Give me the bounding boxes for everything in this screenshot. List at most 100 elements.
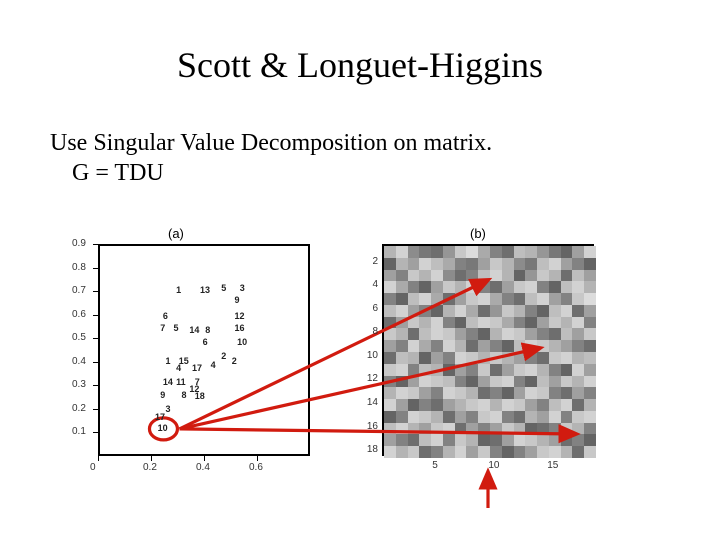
xtick-label: 0.4 xyxy=(196,462,210,473)
heatmap-cell xyxy=(525,399,537,411)
heatmap-cell xyxy=(478,293,490,305)
tick-x xyxy=(98,456,99,461)
heatmap-cell xyxy=(443,328,455,340)
heatmap-cell xyxy=(419,305,431,317)
heatmap-cell xyxy=(525,423,537,435)
heatmap-cell xyxy=(537,317,549,329)
ytick-label: 0.1 xyxy=(72,426,86,437)
heatmap-cell xyxy=(478,364,490,376)
ytick-label: 0.5 xyxy=(72,332,86,343)
heatmap-cell xyxy=(584,317,596,329)
heatmap-cell xyxy=(537,352,549,364)
heatmap-cell xyxy=(525,317,537,329)
heatmap-cell xyxy=(419,387,431,399)
heatmap-cell xyxy=(549,387,561,399)
heatmap-cell xyxy=(408,270,420,282)
heatmap-cell xyxy=(419,317,431,329)
heatmap-cell xyxy=(431,328,443,340)
heatmap-cell xyxy=(408,364,420,376)
heatmap-cell xyxy=(572,399,584,411)
heatmap-cell xyxy=(419,270,431,282)
heatmap-cell xyxy=(549,423,561,435)
heatmap-cell xyxy=(455,399,467,411)
heatmap-cell xyxy=(549,317,561,329)
heatmap-cell xyxy=(431,317,443,329)
heatmap-cell xyxy=(466,423,478,435)
heatmap-cell xyxy=(572,270,584,282)
scatter-point: 9 xyxy=(234,296,239,305)
heatmap-cell xyxy=(572,340,584,352)
scatter-point: 2 xyxy=(232,357,237,366)
scatter-point: 10 xyxy=(237,338,247,347)
heatmap-cell xyxy=(455,317,467,329)
heatmap-cell xyxy=(478,376,490,388)
heatmap-cell xyxy=(549,376,561,388)
heatmap-cell xyxy=(537,364,549,376)
heatmap-cell xyxy=(572,258,584,270)
heatmap-cell xyxy=(455,258,467,270)
heatmap-cell xyxy=(502,281,514,293)
heatmap-cell xyxy=(478,328,490,340)
heatmap-cell xyxy=(525,446,537,458)
heatmap-cell xyxy=(549,352,561,364)
heatmap-cell xyxy=(502,434,514,446)
heatmap-cell xyxy=(490,317,502,329)
heatmap-cell xyxy=(408,411,420,423)
heatmap-cell xyxy=(561,423,573,435)
heatmap-cell xyxy=(396,281,408,293)
subtitle-line2: G = TDU xyxy=(50,158,492,188)
heatmap-cell xyxy=(408,376,420,388)
heatmap-cell xyxy=(408,281,420,293)
heatmap-cell xyxy=(502,352,514,364)
scatter-point: 3 xyxy=(166,405,171,414)
heatmap-cell xyxy=(584,293,596,305)
heatmap-cell xyxy=(478,270,490,282)
heatmap-cell xyxy=(525,305,537,317)
tick-y xyxy=(93,362,98,363)
heatmap-cell xyxy=(455,376,467,388)
ytick-label: 0.2 xyxy=(72,403,86,414)
heatmap-cell xyxy=(525,340,537,352)
heatmap-cell xyxy=(572,411,584,423)
heatmap-cell xyxy=(431,364,443,376)
heatmap-cell xyxy=(466,340,478,352)
scatter-point: 14 xyxy=(189,326,199,335)
heatmap-cell xyxy=(490,352,502,364)
heatmap-cell xyxy=(490,305,502,317)
scatter-point: 5 xyxy=(221,284,226,293)
heatmap-cell xyxy=(561,328,573,340)
heatmap-cell xyxy=(502,293,514,305)
heatmap-cell xyxy=(408,446,420,458)
heatmap-cell xyxy=(549,446,561,458)
heatmap-cell xyxy=(549,340,561,352)
heatmap-cell xyxy=(549,305,561,317)
ytick-label: 0.6 xyxy=(72,309,86,320)
heatmap-cell xyxy=(455,281,467,293)
heatmap-cell xyxy=(514,258,526,270)
xtick-label: 0.6 xyxy=(249,462,263,473)
heatmap-cell xyxy=(549,281,561,293)
heatmap-cell xyxy=(514,352,526,364)
heatmap-row-label: 14 xyxy=(358,397,378,408)
heatmap-cell xyxy=(419,411,431,423)
heatmap-cell xyxy=(525,246,537,258)
ytick-label: 0.4 xyxy=(72,356,86,367)
heatmap-cell xyxy=(419,246,431,258)
heatmap-cell xyxy=(431,305,443,317)
heatmap-cell xyxy=(549,270,561,282)
ytick-label: 0.9 xyxy=(72,238,86,249)
heatmap-cell xyxy=(431,270,443,282)
heatmap-row-label: 16 xyxy=(358,421,378,432)
heatmap-cell xyxy=(514,305,526,317)
heatmap-cell xyxy=(443,246,455,258)
scatter-point: 8 xyxy=(205,326,210,335)
heatmap-cell xyxy=(572,423,584,435)
heatmap-cell xyxy=(431,399,443,411)
heatmap-cell xyxy=(384,364,396,376)
heatmap-cell xyxy=(384,317,396,329)
heatmap-cell xyxy=(396,328,408,340)
heatmap-cell xyxy=(525,376,537,388)
heatmap-cell xyxy=(443,258,455,270)
heatmap-cell xyxy=(490,399,502,411)
heatmap-cell xyxy=(584,352,596,364)
